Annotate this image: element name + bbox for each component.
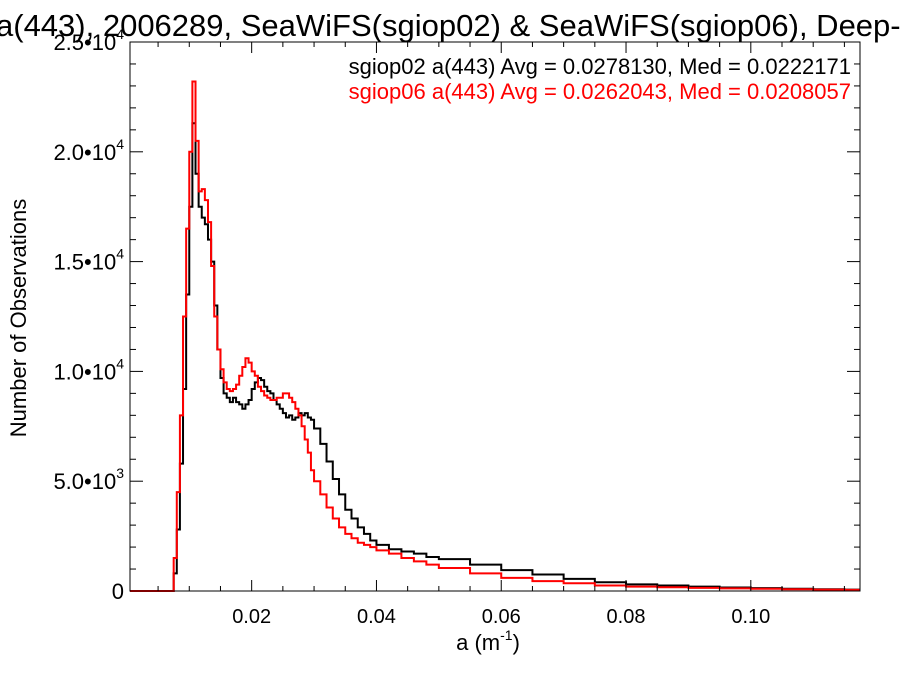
x-tick-label: 0.08 — [607, 606, 646, 628]
x-tick-label: 0.04 — [357, 606, 396, 628]
plot-frame — [129, 41, 861, 592]
chart-title: a(443), 2006289, SeaWiFS(sgiop02) & SeaW… — [0, 8, 900, 43]
y-tick-label-mantissa: 2.0•10 — [53, 140, 116, 165]
y-tick-label: 0 — [112, 579, 124, 604]
x-axis-label: a (m-1) — [456, 627, 520, 655]
x-axis-label-close: ) — [513, 630, 520, 655]
x-tick-label: 0.02 — [232, 606, 271, 628]
y-tick-label: 1.0•104 — [53, 355, 124, 384]
y-tick-label: 2.5•104 — [53, 26, 124, 55]
legend-entry-sgiop02: sgiop02 a(443) Avg = 0.0278130, Med = 0.… — [349, 54, 851, 79]
x-axis-label-main: a (m — [456, 630, 500, 655]
y-tick-label: 5.0•103 — [53, 465, 124, 494]
y-tick-label-exponent: 4 — [116, 136, 124, 152]
legend: sgiop02 a(443) Avg = 0.0278130, Med = 0.… — [349, 54, 851, 104]
y-tick-label-exponent: 4 — [116, 246, 124, 262]
y-axis-label: Number of Observations — [6, 199, 31, 437]
y-tick-label-mantissa: 1.0•10 — [53, 359, 116, 384]
y-tick-label-exponent: 3 — [116, 465, 124, 481]
x-tick-label: 0.06 — [482, 606, 521, 628]
y-tick-label-mantissa: 2.5•10 — [53, 30, 116, 55]
y-tick-label: 2.0•104 — [53, 136, 124, 165]
series-line-sgiop02 — [130, 122, 860, 592]
axes-layer: 0.02 0.04 0.06 0.08 0.1005.0•1031.0•1041.5•1… — [53, 26, 861, 628]
y-tick-label-mantissa: 1.5•10 — [53, 250, 116, 275]
y-tick-label-exponent: 4 — [116, 26, 124, 42]
series-line-sgiop06 — [130, 80, 860, 592]
series-layer — [130, 80, 860, 592]
y-tick-label-exponent: 4 — [116, 355, 124, 371]
x-tick-label: 0.10 — [731, 606, 770, 628]
y-tick-label-mantissa: 5.0•10 — [53, 469, 116, 494]
y-tick-label: 1.5•104 — [53, 246, 124, 275]
y-tick-label-mantissa: 0 — [112, 579, 124, 604]
x-axis-label-exponent: -1 — [500, 627, 513, 643]
legend-entry-sgiop06: sgiop06 a(443) Avg = 0.0262043, Med = 0.… — [349, 79, 851, 104]
